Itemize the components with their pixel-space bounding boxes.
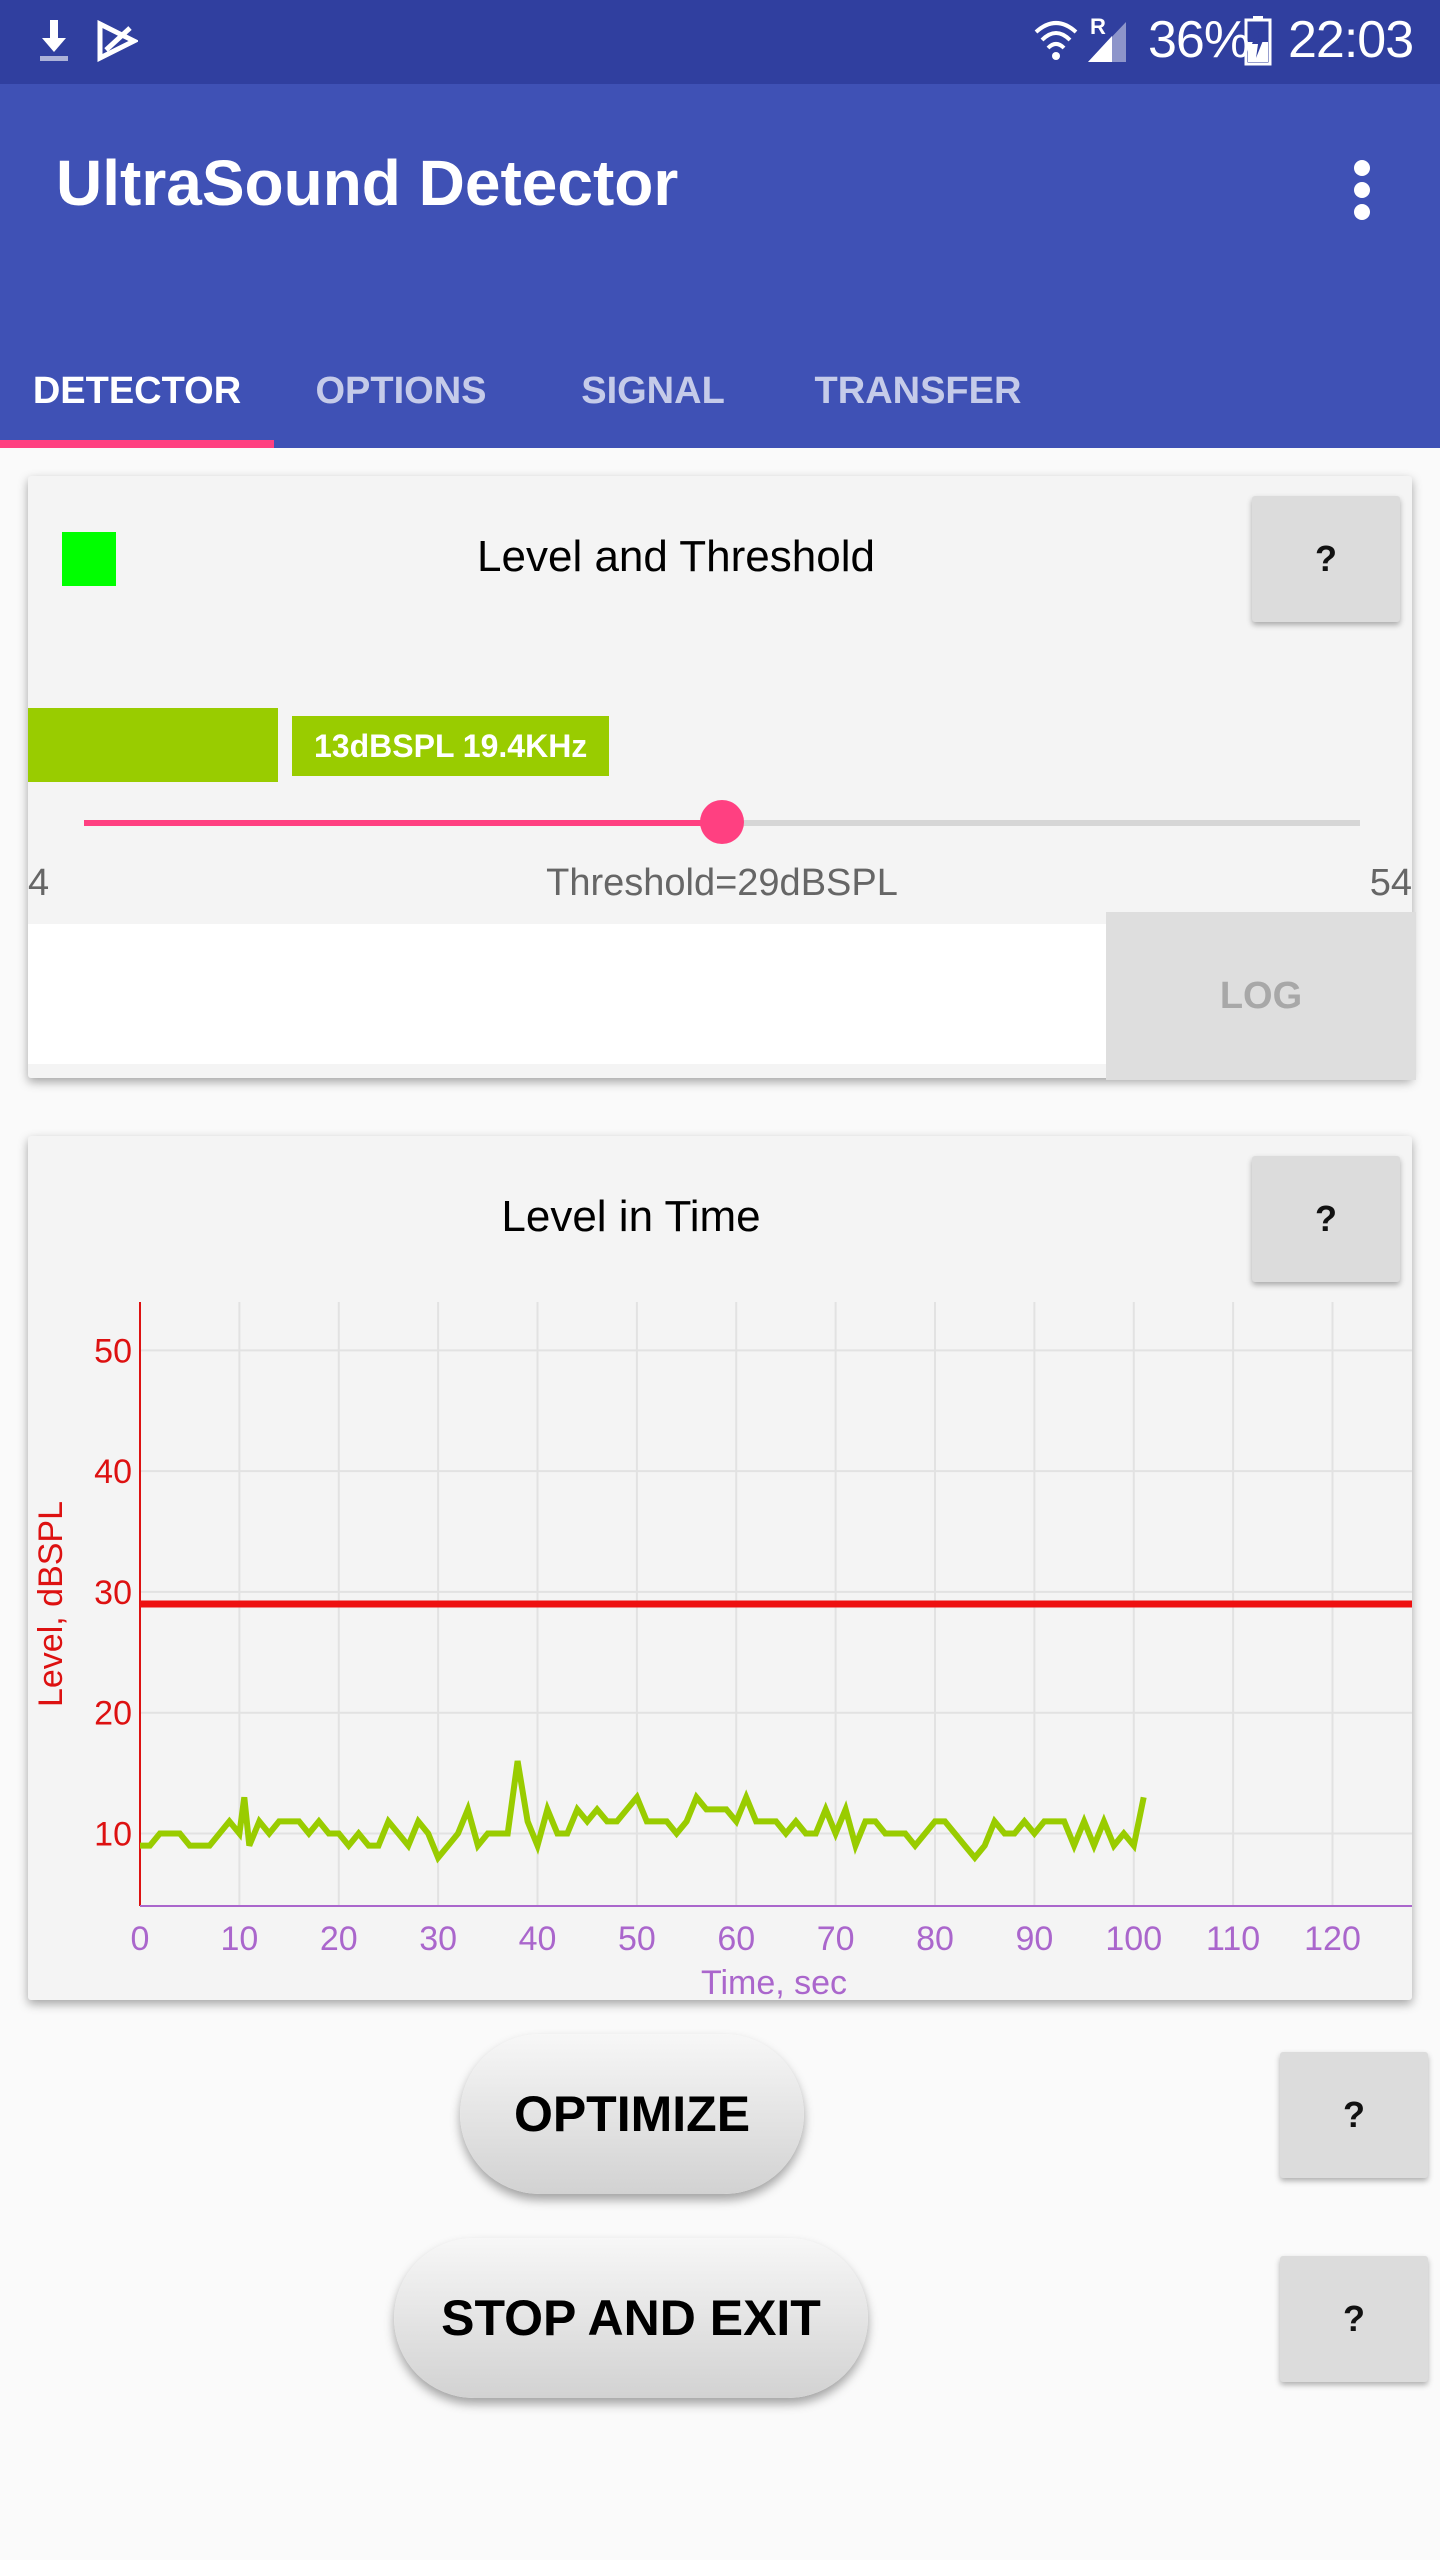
threshold-label: Threshold=29dBSPL [546,862,898,904]
slider-min-label: 4 [28,862,50,904]
y-tick-label: 30 [94,1574,132,1612]
battery-percent: 36% [1148,11,1250,69]
level-series-line [140,1760,1147,1864]
level-time-card: Level in Time ? 10 20 30 40 50 0 10 20 30 40 50 60 7… [28,1136,1412,2000]
x-axis-title: Time, sec [701,1964,847,2000]
x-tick-label: 20 [320,1920,358,1958]
x-tick-label: 0 [131,1920,150,1958]
active-tab-indicator [0,440,274,448]
status-bar: R 36% 22:03 [0,0,1440,84]
x-tick-label: 70 [817,1920,855,1958]
roaming-indicator: R [1090,14,1106,39]
y-tick-label: 50 [94,1332,132,1370]
play-store-icon [97,20,138,62]
slider-thumb[interactable] [700,800,744,844]
tab-signal[interactable]: SIGNAL [581,370,725,412]
x-tick-label: 110 [1206,1920,1260,1958]
log-button[interactable]: LOG [1106,912,1416,1080]
x-tick-label: 40 [519,1920,557,1958]
app-bar: UltraSound Detector DETECTOR OPTIONS SIG… [0,84,1440,448]
level-bar [28,708,278,782]
x-tick-label: 60 [717,1920,755,1958]
tab-detector[interactable]: DETECTOR [32,370,242,412]
chart-help-button[interactable]: ? [1252,1156,1400,1282]
battery-charging-icon [1244,16,1272,66]
optimize-help-button[interactable]: ? [1280,2052,1428,2178]
x-tick-label: 50 [618,1920,656,1958]
level-threshold-title: Level and Threshold [477,532,875,581]
x-tick-label: 120 [1304,1920,1361,1958]
signal-icon [1088,22,1126,62]
tab-options[interactable]: OPTIONS [315,370,487,412]
level-help-button[interactable]: ? [1252,496,1400,622]
level-readout: 13dBSPL 19.4KHz [292,716,610,776]
app-title: UltraSound Detector [56,147,679,219]
slider-fill [84,820,722,826]
y-tick-label: 20 [94,1695,132,1733]
tab-bar: DETECTOR OPTIONS SIGNAL TRANSFER [0,334,1440,448]
y-tick-label: 40 [94,1453,132,1491]
level-time-title: Level in Time [501,1192,761,1241]
x-tick-label: 10 [220,1920,258,1958]
slider-max-label: 54 [1369,862,1412,904]
tab-transfer[interactable]: TRANSFER [814,370,1022,412]
download-icon [40,20,68,61]
y-tick-label: 10 [94,1816,132,1854]
log-text-area [28,924,1108,1064]
wifi-icon [1034,21,1078,60]
x-tick-label: 90 [1015,1920,1053,1958]
overflow-menu-icon[interactable] [1340,150,1384,230]
y-axis-title: Level, dBSPL [32,1501,70,1707]
clock: 22:03 [1288,11,1414,69]
threshold-slider[interactable] [84,800,1360,844]
level-threshold-card: Level and Threshold ? 13dBSPL 19.4KHz 4 … [28,476,1416,1080]
stop-help-button[interactable]: ? [1280,2256,1428,2382]
stop-exit-button[interactable]: STOP AND EXIT [394,2238,868,2398]
level-time-chart: 10 20 30 40 50 0 10 20 30 40 50 60 70 80 90 100 110 120 Ti… [32,1302,1412,2000]
x-tick-label: 100 [1105,1920,1162,1958]
optimize-button[interactable]: OPTIMIZE [460,2034,804,2194]
x-tick-label: 30 [419,1920,457,1958]
x-tick-label: 80 [916,1920,954,1958]
detection-indicator [62,532,116,586]
